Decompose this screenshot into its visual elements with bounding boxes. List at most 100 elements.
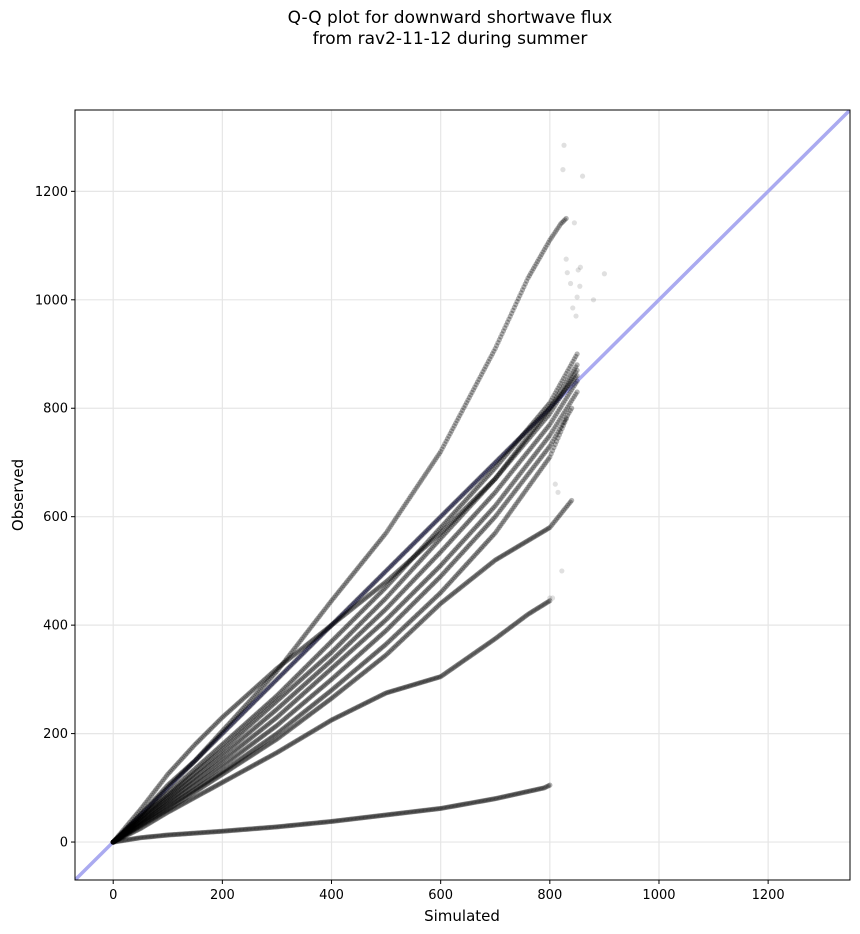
qq-point <box>128 821 134 828</box>
qq-point <box>526 273 532 279</box>
qq-point <box>503 322 509 328</box>
qq-point <box>116 832 122 839</box>
qq-point <box>208 741 215 748</box>
qq-point <box>328 622 335 628</box>
qq-point <box>543 244 549 250</box>
qq-point <box>251 699 257 706</box>
qq-point <box>154 785 160 791</box>
qq-point <box>444 523 451 529</box>
qq-point <box>244 719 250 726</box>
qq-point <box>363 604 369 611</box>
reference-line-layer <box>75 110 850 880</box>
qq-point <box>309 641 316 647</box>
qq-point <box>140 812 146 818</box>
qq-point <box>305 661 311 668</box>
qq-point <box>222 712 228 718</box>
qq-point <box>356 611 362 617</box>
qq-point <box>438 449 444 455</box>
qq-point <box>279 661 285 667</box>
qq-point <box>380 581 386 587</box>
qq-point <box>176 759 182 765</box>
qq-point <box>196 753 202 759</box>
qq-point <box>334 633 340 639</box>
qq-point <box>114 834 120 840</box>
qq-point <box>161 789 167 795</box>
qq-point <box>207 743 213 749</box>
qq-point <box>356 595 362 601</box>
qq-point <box>126 823 133 829</box>
qq-point <box>333 593 339 599</box>
qq-point <box>122 824 129 831</box>
qq-point <box>319 632 325 638</box>
qq-point <box>311 621 317 627</box>
qq-point <box>352 599 358 605</box>
qq-point <box>509 443 515 449</box>
qq-point <box>274 676 280 682</box>
qq-point <box>185 749 191 755</box>
qq-point <box>323 644 329 650</box>
qq-point <box>469 482 475 489</box>
qq-point <box>278 688 284 695</box>
qq-point <box>304 646 310 653</box>
qq-point <box>245 699 251 706</box>
qq-point <box>487 481 493 487</box>
qq-point <box>283 683 290 689</box>
qq-point <box>262 704 268 710</box>
qq-point <box>360 591 366 597</box>
qq-point <box>162 787 168 794</box>
qq-point <box>229 706 235 712</box>
qq-point <box>159 795 165 801</box>
qq-point <box>141 801 148 807</box>
qq-point <box>165 785 171 791</box>
qq-point <box>203 747 209 753</box>
qq-point <box>506 458 512 464</box>
qq-point <box>417 548 423 554</box>
qq-point <box>118 829 124 835</box>
qq-point <box>442 510 448 516</box>
qq-point <box>401 563 407 569</box>
qq-point <box>368 583 374 589</box>
qq-point <box>376 538 382 545</box>
qq-point <box>212 721 219 727</box>
qq-point <box>481 470 487 476</box>
qq-point <box>339 627 346 634</box>
qq-point <box>208 725 215 731</box>
qq-point <box>281 659 287 666</box>
qq-point <box>365 593 371 599</box>
qq-point <box>562 387 568 393</box>
qq-point <box>200 749 206 755</box>
qq-point <box>570 377 576 384</box>
qq-point <box>326 641 332 647</box>
qq-point <box>521 431 527 437</box>
qq-point <box>311 656 317 662</box>
qq-point <box>247 690 253 696</box>
qq-point <box>180 755 186 761</box>
qq-point <box>172 764 178 770</box>
qq-point <box>218 729 224 735</box>
qq-point <box>184 750 190 756</box>
qq-point <box>548 403 554 409</box>
qq-point <box>302 643 309 649</box>
qq-point <box>309 637 316 643</box>
qq-point <box>111 838 118 844</box>
qq-point <box>245 718 251 724</box>
qq-point <box>500 328 507 334</box>
qq-point <box>532 425 538 431</box>
qq-point <box>208 751 215 757</box>
qq-point <box>260 683 266 689</box>
qq-point <box>211 739 217 745</box>
qq-point <box>353 603 359 609</box>
qq-point <box>126 823 133 829</box>
qq-point <box>488 480 494 486</box>
qq-point <box>219 741 225 748</box>
qq-point <box>137 812 144 818</box>
qq-point <box>346 621 352 627</box>
x-axis-ticks: 0 200 400 600 800 1000 1200 <box>109 880 785 903</box>
y-axis-label: Observed <box>9 459 27 531</box>
qq-point <box>140 809 146 815</box>
qq-point <box>349 602 355 608</box>
chart-title-line-2: from rav2-11-12 during summer <box>312 29 588 49</box>
qq-point <box>350 617 356 623</box>
qq-point <box>315 652 321 658</box>
qq-point <box>132 819 138 826</box>
